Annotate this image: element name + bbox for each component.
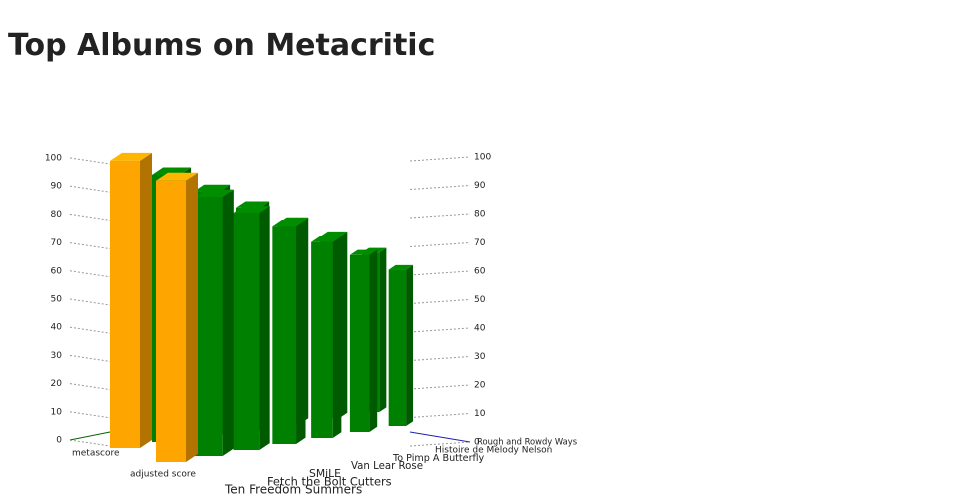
grid-line — [69, 157, 111, 165]
grid-line — [409, 356, 471, 361]
y-tick-label: 80 — [51, 210, 63, 220]
grid-line — [69, 411, 111, 419]
y-tick-label: 70 — [51, 238, 63, 248]
bar-top — [388, 264, 414, 270]
grid-line — [409, 213, 471, 219]
y-tick-label: 60 — [51, 266, 63, 276]
bar-side — [332, 235, 342, 438]
category-label: Van Lear Rose — [351, 461, 423, 472]
y-tick-label-right: 10 — [474, 409, 486, 419]
grid-line — [69, 439, 111, 447]
y-tick-label-right: 100 — [474, 153, 491, 163]
y-tick-label: 10 — [51, 407, 63, 417]
bar-side — [296, 220, 306, 444]
bar — [349, 254, 370, 432]
bar-side — [379, 247, 387, 412]
series-label: adjusted score — [130, 470, 196, 480]
bar-side — [222, 189, 234, 456]
bar-top — [311, 235, 342, 242]
category-label: Histoire de Melody Nelson — [435, 446, 552, 456]
bar-side — [140, 152, 152, 448]
category-label: Fetch the Bolt Cutters — [267, 475, 392, 489]
grid-line — [69, 213, 111, 221]
grid-line — [69, 354, 111, 362]
bar-top — [156, 172, 198, 181]
bar-top — [194, 189, 234, 198]
bar-side — [369, 249, 378, 432]
bar — [233, 213, 260, 450]
y-tick-label-right: 30 — [474, 352, 486, 362]
y-tick-label-right: 40 — [474, 324, 486, 334]
bar-top — [272, 220, 306, 227]
bar — [156, 180, 186, 462]
y-tick-label: 20 — [51, 379, 63, 389]
y-tick-label-right: 90 — [474, 181, 486, 191]
series-label: metascore — [72, 449, 120, 459]
category-label: Rough and Rowdy Ways — [477, 437, 577, 447]
y-tick-label-right: 50 — [474, 295, 486, 305]
bar-top — [349, 249, 378, 255]
y-tick-label: 0 — [56, 436, 62, 446]
y-tick-label: 90 — [51, 182, 63, 192]
grid-line — [409, 384, 471, 390]
grid-line — [69, 298, 111, 306]
grid-line — [409, 270, 471, 276]
bar — [388, 269, 407, 426]
y-tick-label-right: 60 — [474, 267, 486, 277]
chart-title: Top Albums on Metacritic — [8, 28, 435, 63]
category-label: To Pimp A Butterfly — [392, 453, 485, 464]
y-tick-label: 50 — [51, 295, 63, 305]
grid-line — [69, 242, 111, 250]
y-tick-label-right: 80 — [474, 210, 486, 220]
bar — [110, 160, 140, 448]
y-tick-label: 100 — [45, 154, 62, 164]
bar-side — [186, 172, 198, 462]
grid-line — [409, 156, 471, 162]
axis-line — [409, 431, 471, 443]
bar — [272, 226, 297, 444]
grid-line — [409, 327, 471, 333]
bar-side — [406, 264, 414, 426]
grid-line — [409, 242, 471, 247]
bar-top — [320, 231, 348, 238]
category-label: SMiLE — [309, 467, 341, 480]
grid-line — [69, 270, 111, 278]
bar-top — [110, 152, 152, 161]
bar-side — [339, 231, 348, 418]
y-tick-label-right: 70 — [474, 238, 486, 248]
grid-line — [409, 413, 471, 418]
grid-line — [409, 299, 471, 304]
bar-top — [233, 206, 270, 214]
y-tick-label: 30 — [51, 351, 63, 361]
y-tick-label-right: 20 — [474, 381, 486, 391]
grid-line — [69, 185, 111, 193]
bar-side — [259, 206, 270, 450]
bar — [194, 197, 223, 456]
y-tick-label-right: 0 — [474, 438, 480, 448]
category-label: Ten Freedom Summers — [224, 483, 362, 497]
y-tick-label: 40 — [51, 323, 63, 333]
axis-line — [69, 431, 111, 441]
grid-line — [69, 383, 111, 391]
grid-line — [409, 185, 471, 190]
bar — [311, 241, 333, 438]
grid-line — [69, 326, 111, 334]
